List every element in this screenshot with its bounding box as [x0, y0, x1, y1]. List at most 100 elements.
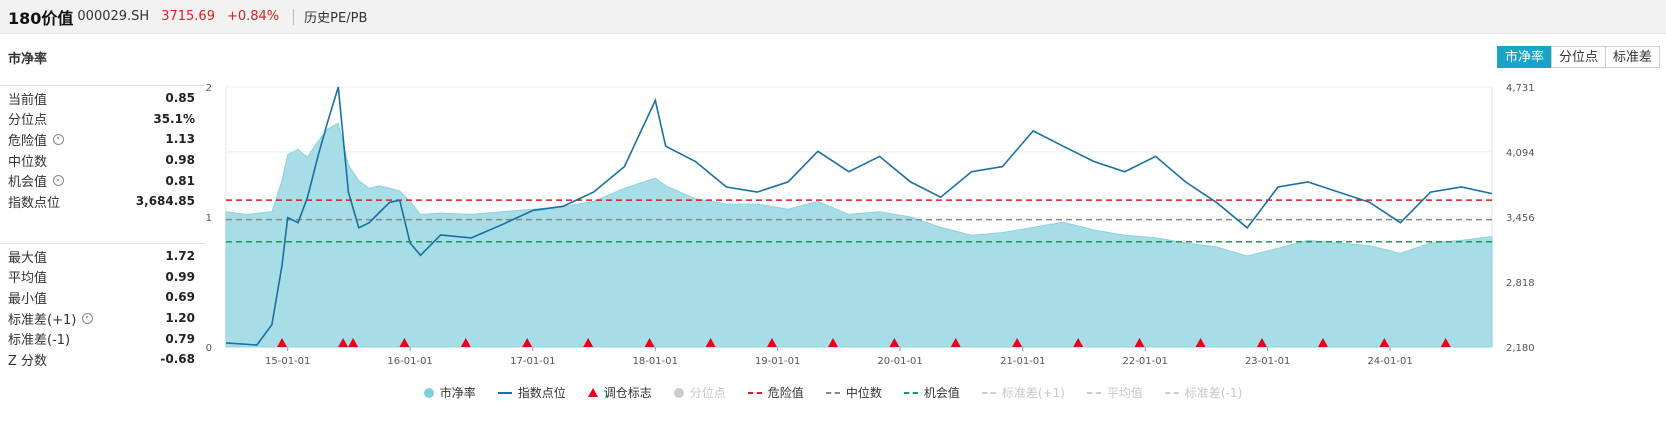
x-tick-label: 19-01-01: [755, 356, 800, 367]
metric-toggle-group: 市净率 分位点 标准差: [1496, 46, 1660, 68]
rebalance-marker: [1134, 338, 1145, 347]
stat-value: 0.98: [165, 153, 195, 168]
legend-dash-icon: [903, 391, 918, 394]
stat-row-std-minus: 标准差(-1) 0.79: [0, 328, 205, 349]
x-tick-label: 18-01-01: [633, 356, 678, 367]
stat-label: 标准差(+1): [8, 312, 77, 328]
stat-row-mean: 平均值 0.99: [0, 267, 205, 288]
x-tick-label: 21-01-01: [1000, 356, 1045, 367]
y-left-tick-label: 2: [206, 83, 212, 94]
rebalance-marker: [277, 338, 288, 347]
legend-item[interactable]: 平均值: [1086, 384, 1143, 401]
stat-row-percentile: 分位点 35.1%: [0, 109, 205, 130]
legend-item[interactable]: 分位点: [673, 384, 726, 401]
index-line-series: [225, 86, 1493, 346]
stat-label: 分位点: [8, 113, 48, 129]
stat-value: 1.20: [165, 311, 195, 326]
gear-icon[interactable]: [82, 312, 94, 324]
legend-item[interactable]: 调仓标志: [587, 384, 652, 401]
rebalance-marker: [889, 338, 900, 347]
legend-dash-icon: [825, 391, 840, 394]
legend-item[interactable]: 指数点位: [497, 384, 566, 401]
legend-item[interactable]: 危险值: [747, 384, 804, 401]
gear-icon[interactable]: [53, 175, 65, 187]
legend-dash-icon: [747, 391, 762, 394]
stat-value: 0.79: [165, 331, 195, 346]
index-price: 3715.69: [161, 9, 215, 24]
legend-triangle-icon: [587, 388, 598, 397]
stat-value: 0.99: [165, 269, 195, 284]
stat-row-max: 最大值 1.72: [0, 246, 205, 267]
x-tick-label: 16-01-01: [387, 356, 432, 367]
legend-circle-icon: [423, 387, 434, 398]
x-tick-label: 22-01-01: [1123, 356, 1168, 367]
y-right-tick-label: 2,818: [1506, 278, 1535, 289]
legend-label: 平均值: [1106, 386, 1143, 400]
section-title: 市净率: [8, 52, 48, 67]
legend-item[interactable]: 标准差(+1): [981, 384, 1065, 401]
legend-item[interactable]: 机会值: [903, 384, 960, 401]
stat-value: 1.72: [165, 249, 195, 264]
gear-icon[interactable]: [53, 133, 65, 145]
legend-label: 分位点: [689, 386, 726, 400]
stat-label: 机会值: [8, 175, 48, 191]
stats-bottom: 最大值 1.72 平均值 0.99 最小值 0.69 标准差(+1) 1.20 …: [0, 246, 205, 370]
legend-label: 调仓标志: [603, 386, 652, 400]
x-tick-label: 17-01-01: [510, 356, 555, 367]
legend-item[interactable]: 市净率: [423, 384, 476, 401]
stat-label: 最小值: [8, 291, 48, 307]
rebalance-marker: [338, 338, 349, 347]
x-tick-label: 24-01-01: [1367, 356, 1412, 367]
stat-row-danger: 危险值 1.13: [0, 129, 205, 150]
stat-row-median: 中位数 0.98: [0, 150, 205, 171]
y-right-tick-label: 4,731: [1506, 83, 1535, 94]
stat-label: 中位数: [8, 154, 48, 170]
x-tick-label: 15-01-01: [265, 356, 310, 367]
legend-line-icon: [497, 391, 512, 394]
stat-row-index-level: 指数点位 3,684.85: [0, 191, 205, 212]
stat-value: 3,684.85: [135, 194, 195, 209]
stat-value: 1.13: [165, 132, 195, 147]
rebalance-marker: [1317, 338, 1328, 347]
x-tick-label: 23-01-01: [1245, 356, 1290, 367]
header-divider: [293, 8, 295, 25]
legend-label: 危险值: [767, 386, 804, 400]
rebalance-marker: [1073, 338, 1084, 347]
y-right-tick-label: 3,456: [1506, 213, 1535, 224]
y-right-tick-label: 4,094: [1506, 148, 1535, 159]
stat-row-min: 最小值 0.69: [0, 287, 205, 308]
rebalance-marker: [950, 338, 961, 347]
legend-label: 机会值: [923, 386, 960, 400]
history-pe-pb-link[interactable]: 历史PE/PB: [304, 11, 368, 26]
stat-row-current: 当前值 0.85: [0, 88, 205, 109]
rebalance-marker: [399, 338, 410, 347]
legend-label: 标准差(+1): [1001, 386, 1065, 400]
rebalance-marker: [460, 338, 471, 347]
stat-value: 0.69: [165, 290, 195, 305]
chart-legend: 市净率 指数点位 调仓标志 分位点 危险值 中位数 机会值 标准差(+1) 平均值 标准差(-1): [0, 384, 1666, 401]
stat-label: 标准差(-1): [8, 333, 71, 349]
stat-label: 危险值: [8, 133, 48, 149]
legend-item[interactable]: 中位数: [825, 384, 882, 401]
stats-divider: [0, 243, 205, 244]
legend-label: 指数点位: [517, 386, 566, 400]
stat-row-opportunity: 机会值 0.81: [0, 170, 205, 191]
x-tick-label: 20-01-01: [877, 356, 922, 367]
stat-label: 指数点位: [8, 195, 61, 211]
rebalance-marker: [1195, 338, 1206, 347]
rebalance-marker: [766, 338, 777, 347]
rebalance-marker: [583, 338, 594, 347]
legend-dash-icon: [1086, 391, 1101, 394]
rebalance-marker: [705, 338, 716, 347]
stat-label: 当前值: [8, 92, 48, 108]
legend-item[interactable]: 标准差(-1): [1164, 384, 1242, 401]
legend-dash-icon: [981, 391, 996, 394]
rebalance-marker: [522, 338, 533, 347]
stat-row-zscore: Z 分数 -0.68: [0, 349, 205, 370]
index-name: 180价值: [8, 8, 74, 28]
stat-label: Z 分数: [8, 353, 48, 369]
toggle-percentile-button[interactable]: 分位点: [1550, 46, 1606, 68]
toggle-pb-button[interactable]: 市净率: [1496, 46, 1552, 68]
pb-history-chart[interactable]: 15-01-01 16-01-01 17-01-01 18-01-01 19-01-01…: [0, 0, 1666, 380]
toggle-stddev-button[interactable]: 标准差: [1604, 46, 1660, 68]
